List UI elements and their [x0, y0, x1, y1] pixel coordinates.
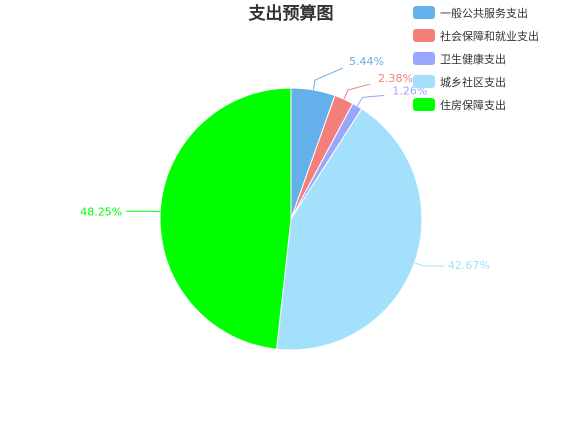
legend-label: 一般公共服务支出 [440, 6, 528, 20]
legend-item[interactable]: 城乡社区支出 [413, 75, 506, 89]
slice-percent-label: 5.44% [349, 55, 384, 68]
slice-percent-label: 48.25% [80, 205, 122, 218]
pie-slices [159, 87, 423, 351]
slice-percent-label: 2.38% [378, 72, 413, 85]
pie-slice [159, 87, 292, 350]
legend-label: 社会保障和就业支出 [440, 29, 539, 43]
legend-swatch [413, 6, 435, 19]
label-leader-line [343, 83, 371, 100]
legend-swatch [413, 29, 435, 42]
label-leader-line [126, 210, 161, 213]
legend-item[interactable]: 社会保障和就业支出 [413, 29, 539, 43]
label-leader-line [356, 94, 385, 107]
label-leader-line [414, 262, 444, 267]
legend-swatch [413, 52, 435, 65]
legend-label: 住房保障支出 [440, 98, 506, 112]
legend-item[interactable]: 卫生健康支出 [413, 52, 506, 66]
legend-item[interactable]: 一般公共服务支出 [413, 6, 528, 20]
legend-label: 城乡社区支出 [440, 75, 506, 89]
legend-label: 卫生健康支出 [440, 52, 506, 66]
slice-percent-label: 42.67% [448, 259, 490, 272]
legend-item[interactable]: 住房保障支出 [413, 98, 506, 112]
legend-swatch [413, 75, 435, 88]
pie-slice [276, 108, 423, 351]
slice-labels: 5.44%2.38%1.26%42.67%48.25% [80, 55, 490, 272]
label-leader-line [312, 67, 344, 90]
chart-title: 支出预算图 [249, 3, 334, 24]
legend-swatch [413, 98, 435, 111]
